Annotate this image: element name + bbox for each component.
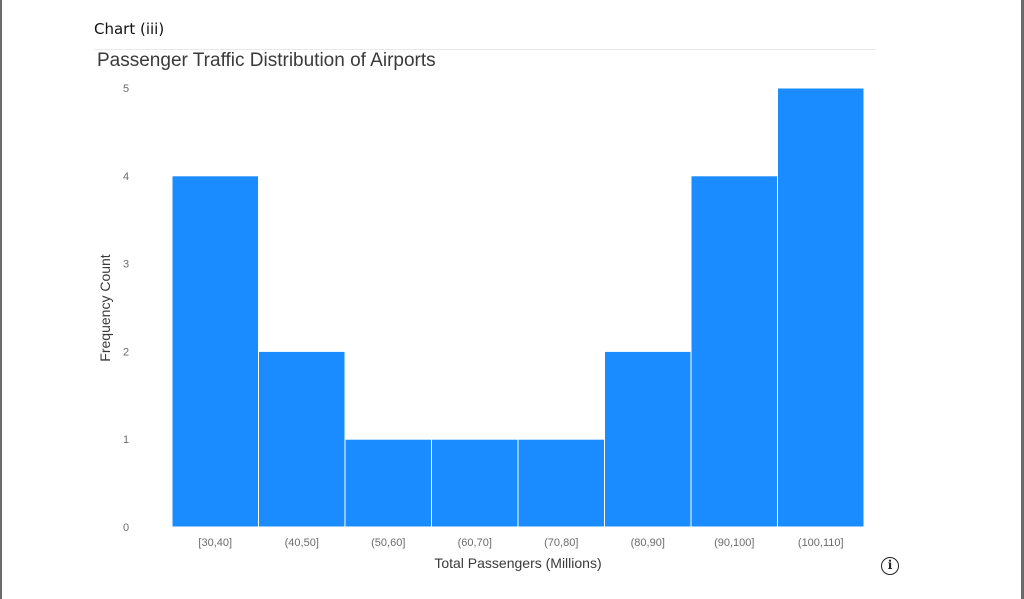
x-tick-labels: [30,40] (40,50] (50,60] (60,70] (70,80] (80,9… xyxy=(198,537,843,549)
y-tick-labels: 0 1 2 3 4 5 xyxy=(123,83,129,534)
info-icon[interactable]: i xyxy=(881,557,899,575)
y-tick-label: 0 xyxy=(123,522,129,534)
window-left-border xyxy=(0,0,2,599)
x-tick-label: [30,40] xyxy=(198,537,232,549)
histogram-bar xyxy=(344,438,432,528)
panel-divider xyxy=(94,49,876,50)
histogram-bar xyxy=(431,438,519,528)
bars-group xyxy=(171,87,865,528)
histogram-bar xyxy=(690,175,778,528)
y-tick-label: 5 xyxy=(123,83,129,95)
x-tick-label: (90,100] xyxy=(714,537,754,549)
y-tick-label: 2 xyxy=(123,346,129,358)
y-axis-title: Frequency Count xyxy=(97,254,113,362)
chart-title: Passenger Traffic Distribution of Airpor… xyxy=(97,50,436,71)
x-tick-label: (40,50] xyxy=(285,537,319,549)
histogram-bar xyxy=(171,175,259,528)
x-tick-label: (50,60] xyxy=(371,537,405,549)
histogram-bar xyxy=(604,350,692,528)
histogram-bar xyxy=(517,438,605,528)
x-tick-label: (80,90] xyxy=(631,537,665,549)
panel-label: Chart (iii) xyxy=(94,20,165,38)
window-right-border xyxy=(1021,0,1024,599)
histogram-bar xyxy=(777,87,865,528)
y-tick-label: 1 xyxy=(123,434,129,446)
histogram-bar xyxy=(258,350,346,528)
x-tick-label: (100,110] xyxy=(798,537,844,549)
y-tick-label: 4 xyxy=(123,171,129,183)
x-tick-label: (70,80] xyxy=(544,537,578,549)
x-axis-title: Total Passengers (Millions) xyxy=(434,555,601,571)
y-tick-label: 3 xyxy=(123,259,129,271)
x-tick-label: (60,70] xyxy=(458,537,492,549)
